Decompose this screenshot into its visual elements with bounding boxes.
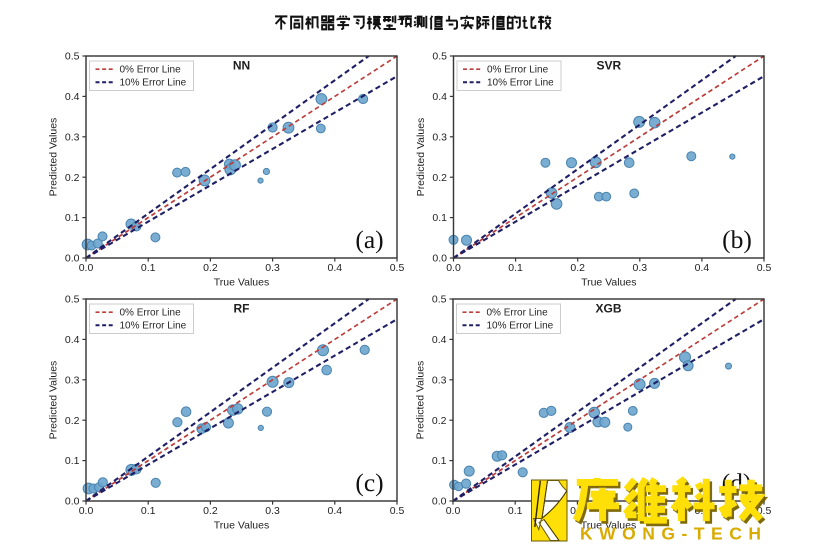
svg-text:0.5: 0.5 <box>390 505 405 517</box>
svg-text:XGB: XGB <box>595 302 621 316</box>
svg-text:0.0: 0.0 <box>446 262 461 274</box>
svg-text:SVR: SVR <box>596 59 621 73</box>
svg-text:0.3: 0.3 <box>65 131 80 143</box>
svg-text:Predicted Values: Predicted Values <box>48 118 60 197</box>
svg-text:(a): (a) <box>355 225 383 254</box>
svg-text:(c): (c) <box>355 468 383 497</box>
svg-text:0.4: 0.4 <box>432 91 447 103</box>
svg-text:0.0: 0.0 <box>79 262 94 274</box>
svg-text:0.0: 0.0 <box>79 505 94 517</box>
svg-text:0.1: 0.1 <box>508 505 523 517</box>
svg-text:0.1: 0.1 <box>432 455 447 467</box>
svg-text:0.3: 0.3 <box>65 374 80 386</box>
svg-text:0.0: 0.0 <box>65 253 80 265</box>
svg-text:0.1: 0.1 <box>141 505 156 517</box>
svg-text:0.0: 0.0 <box>432 496 447 508</box>
svg-text:KWONG-TECH: KWONG-TECH <box>580 524 767 544</box>
svg-text:0.1: 0.1 <box>508 262 523 274</box>
svg-text:0.5: 0.5 <box>65 294 80 306</box>
svg-text:0.3: 0.3 <box>265 505 280 517</box>
svg-text:0.1: 0.1 <box>65 212 80 224</box>
svg-text:0.3: 0.3 <box>265 262 280 274</box>
svg-text:0.3: 0.3 <box>432 374 447 386</box>
svg-text:0.4: 0.4 <box>327 505 342 517</box>
svg-text:0.4: 0.4 <box>65 91 80 103</box>
svg-text:0.5: 0.5 <box>390 262 405 274</box>
svg-text:0% Error Line: 0% Error Line <box>120 308 182 319</box>
svg-text:True Values: True Values <box>214 520 269 532</box>
svg-text:0.4: 0.4 <box>432 334 447 346</box>
svg-text:0.2: 0.2 <box>570 262 585 274</box>
svg-text:0.0: 0.0 <box>446 505 461 517</box>
svg-text:0.4: 0.4 <box>695 262 710 274</box>
svg-text:10% Error Line: 10% Error Line <box>120 321 187 332</box>
svg-text:0.2: 0.2 <box>203 505 218 517</box>
svg-text:10% Error Line: 10% Error Line <box>120 78 187 89</box>
svg-text:0% Error Line: 0% Error Line <box>120 65 182 76</box>
svg-text:Predicted Values: Predicted Values <box>415 361 427 440</box>
svg-text:Predicted Values: Predicted Values <box>48 361 60 440</box>
svg-text:True Values: True Values <box>581 277 636 289</box>
svg-text:True Values: True Values <box>581 520 636 532</box>
svg-text:0% Error Line: 0% Error Line <box>487 308 549 319</box>
svg-text:0.5: 0.5 <box>432 51 447 63</box>
svg-text:0.5: 0.5 <box>65 51 80 63</box>
svg-text:(b): (b) <box>722 225 752 254</box>
svg-text:0.0: 0.0 <box>432 253 447 265</box>
svg-text:10% Error Line: 10% Error Line <box>487 321 554 332</box>
svg-text:10% Error Line: 10% Error Line <box>487 78 554 89</box>
svg-text:0.2: 0.2 <box>203 262 218 274</box>
svg-text:0.2: 0.2 <box>432 415 447 427</box>
svg-text:0.4: 0.4 <box>327 262 342 274</box>
svg-text:0.2: 0.2 <box>65 172 80 184</box>
svg-text:NN: NN <box>233 59 250 73</box>
svg-text:0.0: 0.0 <box>65 496 80 508</box>
svg-text:0.1: 0.1 <box>141 262 156 274</box>
svg-text:0% Error Line: 0% Error Line <box>487 65 549 76</box>
svg-text:True Values: True Values <box>214 277 269 289</box>
svg-text:0.5: 0.5 <box>432 294 447 306</box>
svg-text:0.4: 0.4 <box>65 334 80 346</box>
svg-text:0.3: 0.3 <box>632 262 647 274</box>
svg-text:Predicted Values: Predicted Values <box>415 118 427 197</box>
svg-text:RF: RF <box>234 302 250 316</box>
svg-text:0.1: 0.1 <box>432 212 447 224</box>
svg-text:0.2: 0.2 <box>432 172 447 184</box>
svg-text:0.3: 0.3 <box>432 131 447 143</box>
svg-text:0.5: 0.5 <box>757 262 772 274</box>
svg-text:0.1: 0.1 <box>65 455 80 467</box>
svg-text:0.2: 0.2 <box>65 415 80 427</box>
